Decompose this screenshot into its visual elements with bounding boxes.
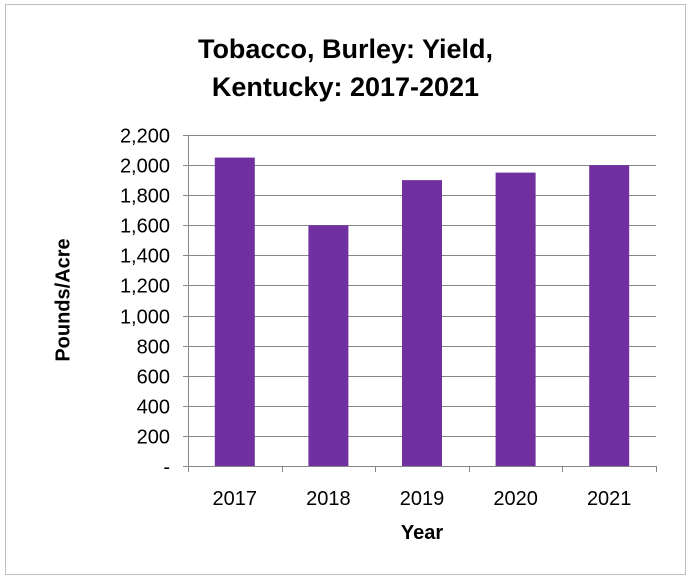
x-tick-label: 2021 (587, 488, 632, 510)
bar-2020 (495, 172, 536, 466)
bars (214, 157, 630, 467)
y-tick-label: 2,200 (120, 126, 170, 148)
x-tick-label: 2020 (493, 488, 538, 510)
y-tick-label: 2,000 (120, 156, 170, 178)
x-tick-labels: 2017 2018 2019 2020 2021 (213, 488, 632, 510)
bar-2018 (308, 225, 349, 466)
y-axis-title: Pounds/Acre (52, 238, 75, 362)
y-tick-labels: - 200 400 600 800 1,000 1,200 1,400 1,600 1,800 2,… (120, 126, 170, 479)
chart-title-line-2: Kentucky: 2017-2021 (211, 72, 480, 102)
y-tick-label: 800 (137, 337, 170, 359)
y-tick-label: - (163, 457, 170, 479)
x-axis-title: Year (400, 522, 444, 544)
y-tick-label: 1,600 (120, 216, 170, 238)
bar-2017 (214, 157, 255, 466)
y-tick-label: 1,800 (120, 186, 170, 208)
x-tick-label: 2019 (400, 488, 445, 510)
axes (188, 135, 657, 472)
x-tick-label: 2017 (213, 488, 258, 510)
y-tick-label: 1,000 (120, 307, 170, 329)
y-tick-label: 600 (137, 367, 170, 389)
y-tick-label: 1,200 (120, 276, 170, 298)
bar-2019 (402, 180, 442, 467)
chart-title-line-1: Tobacco, Burley: Yield, (197, 34, 494, 64)
x-tick-label: 2018 (306, 488, 351, 510)
y-tick-label: 400 (137, 397, 170, 419)
y-tick-label: 200 (137, 427, 170, 449)
y-tick-label: 1,400 (120, 246, 170, 268)
bar-2021 (589, 165, 630, 466)
chart-title: Tobacco, Burley: Yield, Kentucky: 2017-2… (0, 30, 691, 106)
